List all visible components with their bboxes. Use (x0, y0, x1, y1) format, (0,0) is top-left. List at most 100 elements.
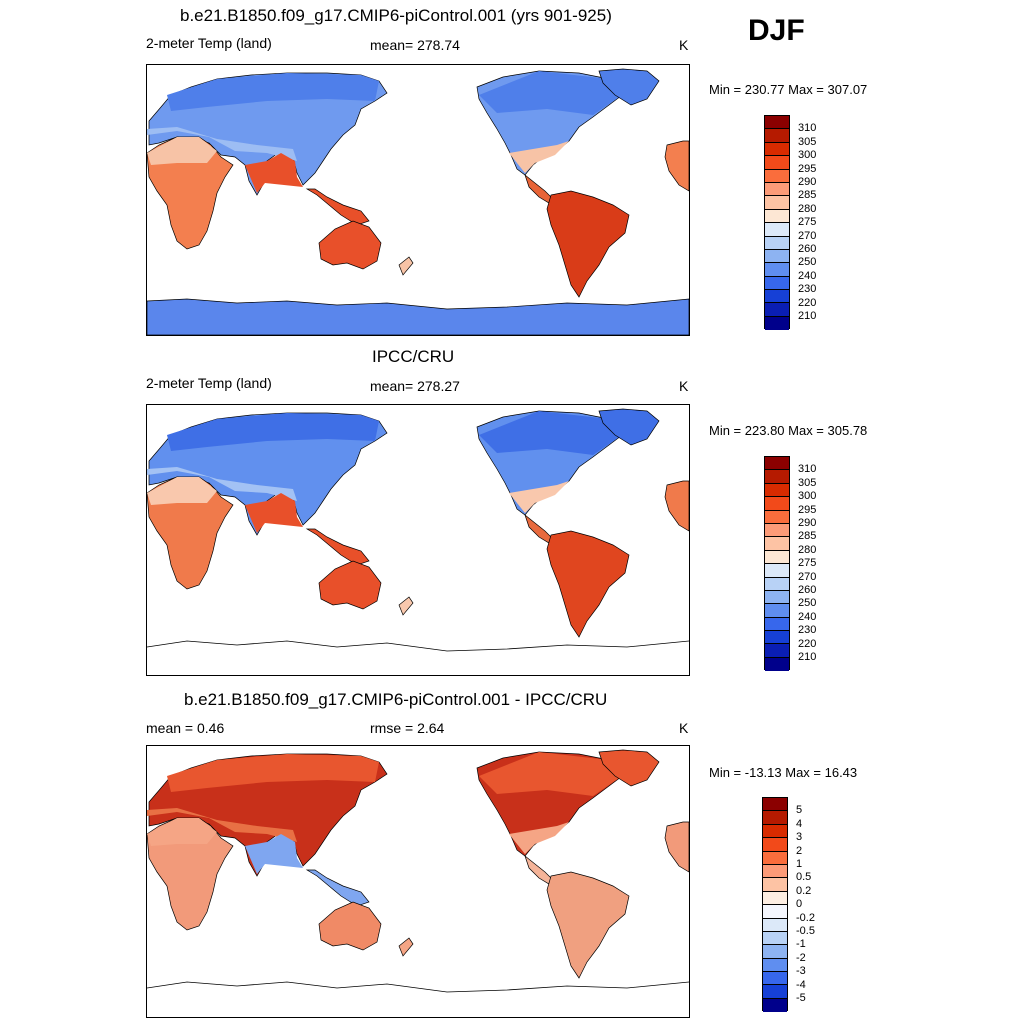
colorbar-tick-label: 285 (798, 530, 817, 543)
colorbar-swatch (763, 851, 787, 865)
colorbar-swatch (765, 537, 789, 551)
colorbar-tick-label: 300 (798, 490, 817, 503)
colorbar-swatches (764, 115, 790, 331)
land-region (167, 73, 379, 111)
colorbar-tick-label: 285 (798, 189, 817, 202)
colorbar-tick-label: 295 (798, 162, 817, 175)
colorbar-tick-label: 4 (796, 817, 803, 830)
land-region (598, 749, 660, 787)
land-region (509, 822, 569, 854)
land-region (167, 754, 379, 792)
colorbar-swatch (763, 905, 787, 919)
land-region (479, 411, 625, 455)
colorbar-tick-label: 240 (798, 610, 817, 623)
land-region (147, 808, 297, 842)
colorbar-swatch (765, 276, 789, 291)
panel-3-mean-label: mean = 0.46 (146, 720, 225, 736)
colorbar-tick-label: 290 (798, 517, 817, 529)
colorbar-tick-label: 2 (796, 844, 803, 857)
land-region (524, 173, 554, 204)
land-region (305, 188, 370, 226)
colorbar-swatch (765, 550, 789, 565)
land-region (398, 256, 414, 276)
colorbar-tick-label: 220 (798, 296, 817, 309)
colorbar-swatch (763, 891, 787, 906)
colorbar-tick-label: 210 (798, 651, 817, 663)
colorbar-swatch (765, 169, 789, 183)
land-region (305, 528, 370, 566)
season-label: DJF (748, 14, 805, 47)
colorbar-swatches (764, 456, 790, 672)
land-region (318, 901, 382, 951)
colorbar-tick-label: 230 (798, 283, 817, 296)
panel-2-units-label: K (679, 378, 689, 394)
land-region (147, 137, 217, 165)
panel-1-mean-label: mean= 278.74 (370, 37, 460, 53)
panel-2-minmax: Min = 223.80 Max = 305.78 (709, 423, 868, 438)
colorbar-swatch (763, 985, 787, 999)
colorbar-swatch (765, 590, 789, 605)
colorbar-tick-label: 240 (798, 269, 817, 282)
panel-3-units-label: K (679, 720, 689, 736)
land-region (509, 481, 569, 513)
colorbar-tick-label: -0.5 (796, 925, 815, 937)
land-region (664, 821, 689, 873)
land-region (318, 560, 382, 610)
colorbar-swatch (763, 878, 787, 892)
colorbar-swatch (765, 303, 789, 317)
colorbar-swatch (763, 864, 787, 879)
colorbar-swatch (765, 577, 789, 591)
colorbar-tick-label: 250 (798, 597, 817, 610)
colorbar-swatch (765, 196, 789, 210)
colorbar-swatch (765, 116, 789, 130)
colorbar-swatch (763, 824, 787, 839)
land-region (598, 68, 660, 106)
colorbar-swatch (765, 249, 789, 264)
colorbar-tick-label: -2 (796, 951, 806, 964)
land-region (546, 190, 630, 298)
land-region (167, 413, 379, 451)
panel-1-minmax: Min = 230.77 Max = 307.07 (709, 82, 868, 97)
colorbar-tick-label: 280 (798, 202, 817, 215)
colorbar-tick-label: 270 (798, 229, 817, 242)
colorbar-tick-label: 290 (798, 176, 817, 188)
land-region (598, 408, 660, 446)
colorbar-swatch (765, 497, 789, 511)
antarctica-coastline (147, 640, 689, 652)
land-region (509, 141, 569, 173)
colorbar-swatch (763, 811, 787, 825)
land-region (524, 854, 554, 885)
land-region (479, 71, 625, 115)
panel-2-title: IPCC/CRU (372, 347, 455, 366)
colorbar-swatch (765, 263, 789, 277)
panel-2-map-svg (147, 408, 689, 652)
colorbar-tick-label: 305 (798, 476, 817, 489)
panel-3-title: b.e21.B1850.f09_g17.CMIP6-piControl.001 … (184, 690, 608, 709)
colorbar-tick-label: 250 (798, 256, 817, 269)
panel-1-title: b.e21.B1850.f09_g17.CMIP6-piControl.001 … (180, 6, 612, 25)
land-region (305, 869, 370, 907)
panel-1-map-svg (147, 68, 689, 335)
colorbar-swatch (765, 209, 789, 224)
panel-2-map (146, 404, 690, 676)
colorbar-tick-label: 275 (798, 216, 817, 229)
colorbar-swatch (765, 316, 789, 331)
colorbar-tick-label: 270 (798, 570, 817, 583)
colorbar-tick-label: 260 (798, 243, 817, 255)
colorbar-swatch (765, 236, 789, 250)
colorbar-tick-label: -1 (796, 938, 806, 951)
antarctica-coastline (147, 981, 689, 993)
land-region (479, 752, 625, 796)
colorbar-swatches (762, 797, 788, 1013)
land-region (245, 834, 303, 874)
colorbar-tick-label: 230 (798, 624, 817, 637)
colorbar-swatch (765, 523, 789, 538)
colorbar-swatch (765, 470, 789, 484)
colorbar-tick-label: 300 (798, 149, 817, 162)
colorbar-swatch (765, 223, 789, 237)
land-region (546, 530, 630, 638)
colorbar-swatch (765, 644, 789, 658)
colorbar-swatch (765, 156, 789, 170)
panel-2-mean-label: mean= 278.27 (370, 378, 460, 394)
colorbar-tick-label: 275 (798, 557, 817, 570)
